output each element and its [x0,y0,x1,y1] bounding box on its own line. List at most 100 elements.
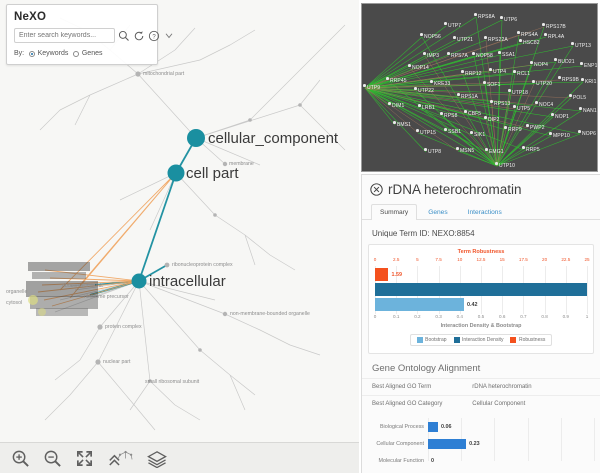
gene-node[interactable] [424,148,427,151]
hierarchy-network-view[interactable]: NeXO ? By: [0,0,359,473]
gene-node[interactable] [484,36,487,39]
network-graph[interactable] [0,0,359,473]
gene-node[interactable] [498,51,501,54]
gene-node[interactable] [580,62,583,65]
gene-node[interactable] [363,84,366,87]
chart-bar[interactable] [375,298,465,311]
tab-interactions[interactable]: Interactions [467,209,502,216]
gene-node[interactable] [393,121,396,124]
axis-tick-top: 17.5 [518,257,528,262]
gene-node[interactable] [571,42,574,45]
radio-genes[interactable]: Genes [73,50,102,57]
gene-node[interactable] [423,52,426,55]
layers-button[interactable] [146,449,168,468]
gene-node[interactable] [464,110,467,113]
legend-item-bootstrap[interactable]: Bootstrap [416,337,447,343]
gene-node[interactable] [416,129,419,132]
gene-node[interactable] [490,100,493,103]
collapse-tree-button[interactable] [107,449,133,468]
gene-node[interactable] [500,16,503,19]
gene-node[interactable] [447,52,450,55]
gene-node[interactable] [519,39,522,42]
chart-xaxis-label: Interaction Density & Bootstrap [440,323,522,329]
gene-node[interactable] [513,105,516,108]
go-bar-track: 0.06 [428,418,594,435]
chart-bar[interactable] [375,283,587,296]
search-by-label: By: [14,50,25,57]
gene-node[interactable] [517,31,520,34]
gene-node[interactable] [558,76,561,79]
search-panel[interactable]: NeXO ? By: [6,4,173,65]
tab-genes[interactable]: Genes [428,209,448,216]
gene-node[interactable] [504,126,507,129]
legend-item-robustness[interactable]: Robustness [510,337,545,343]
gene-node[interactable] [542,23,545,26]
axis-tick-bottom: 0.2 [414,314,421,319]
gene-node[interactable] [420,33,423,36]
refresh-icon[interactable] [133,30,145,42]
zoom-out-button[interactable] [43,449,62,468]
gene-node[interactable] [470,131,473,134]
gene-node[interactable] [526,124,529,127]
gene-interaction-network[interactable]: UTP9 RPS8A UTP6 UTP7 RPS17B NOP56 UTP21 RPS22A R… [361,3,598,172]
gene-node[interactable] [457,93,460,96]
gene-node[interactable] [513,70,516,73]
gene-node[interactable] [453,36,456,39]
legend-item-interaction-density[interactable]: Interaction Density [453,337,504,343]
gene-node[interactable] [508,89,511,92]
gene-node[interactable] [414,87,417,90]
gene-node[interactable] [522,146,525,149]
gene-node[interactable] [430,80,433,83]
gene-node[interactable] [461,70,464,73]
gene-node[interactable] [472,52,475,55]
tab-summary[interactable]: Summary [371,204,418,220]
panel-tabs: Summary Genes Interactions [362,201,600,220]
gridline [587,266,588,314]
unique-term-id: Unique Term ID: NEXO:8854 [372,229,475,238]
gene-node[interactable] [474,13,477,16]
gene-node[interactable] [485,148,488,151]
search-icon[interactable] [118,30,130,42]
gene-node[interactable] [581,78,584,81]
gene-node[interactable] [578,130,581,133]
help-icon[interactable]: ? [148,30,160,42]
gene-node[interactable] [483,81,486,84]
legend-label-interaction-density: Interaction Density [462,337,504,343]
gene-node[interactable] [444,22,447,25]
gene-node[interactable] [388,102,391,105]
fit-to-screen-button[interactable] [75,449,94,468]
gene-node[interactable] [418,104,421,107]
chevron-down-icon[interactable] [163,30,175,42]
gene-node[interactable] [440,112,443,115]
search-input[interactable] [14,28,115,43]
gene-node[interactable] [532,80,535,83]
gene-node[interactable] [456,147,459,150]
go-bar[interactable] [428,421,438,432]
gene-node[interactable] [408,64,411,67]
zoom-in-button[interactable] [11,449,30,468]
go-alignment-heading: Gene Ontology Alignment [372,363,481,374]
chart-bar[interactable] [375,268,389,281]
gene-node[interactable] [544,33,547,36]
gene-node[interactable] [386,77,389,80]
gene-node[interactable] [535,101,538,104]
gene-node[interactable] [484,116,487,119]
gene-node[interactable] [554,58,557,61]
gene-node[interactable] [495,162,498,165]
go-bar[interactable] [428,438,467,449]
term-info-panel[interactable]: rDNA heterochromatin Summary Genes Inter… [361,174,600,473]
gene-node[interactable] [444,128,447,131]
close-icon[interactable] [370,183,383,196]
gene-node[interactable] [549,132,552,135]
gene-node[interactable] [530,61,533,64]
gene-node[interactable] [489,68,492,71]
axis-tick-bottom: 0.8 [541,314,548,319]
go-category-chart: Biological Process 0.06 Cellular Component… [370,418,595,473]
gene-node[interactable] [579,107,582,110]
gene-node[interactable] [551,113,554,116]
gene-node[interactable] [569,94,572,97]
search-mode-row: By: Keywords Genes [14,50,150,57]
search-row: ? [14,28,173,43]
go-category-row: Biological Process 0.06 [370,418,594,435]
radio-keywords[interactable]: Keywords [29,50,68,57]
